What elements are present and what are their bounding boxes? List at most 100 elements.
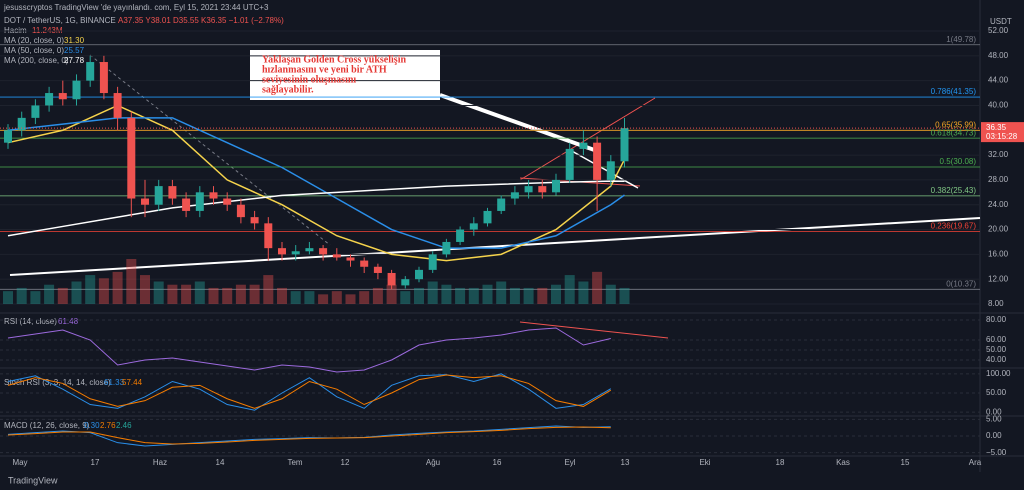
volume-bar — [372, 287, 383, 304]
macd-label: MACD (12, 26, close, 9) — [4, 421, 90, 430]
volume-bar — [277, 287, 287, 304]
annotation-text: hızlanmasını ve yeni bir ATH — [262, 64, 387, 75]
volume-bar — [16, 287, 27, 304]
candle-body — [456, 229, 465, 242]
volume-bar — [345, 294, 356, 304]
x-tick-label: 15 — [901, 458, 910, 467]
volume-bar — [98, 278, 109, 304]
candle-body — [428, 254, 437, 270]
y-tick-label: 0.00 — [986, 407, 1002, 416]
volume-bar — [537, 287, 548, 304]
volume-bar — [57, 287, 68, 304]
fib-label: 0.236(19.67) — [931, 222, 977, 231]
volume-bar — [386, 284, 397, 304]
y-tick-label: 28.00 — [988, 175, 1009, 184]
last-price-box — [981, 122, 1024, 143]
ma-legend-label: MA (50, close, 0) — [4, 46, 64, 55]
ma-legend-value: 25.57 — [64, 46, 85, 55]
candle-body — [223, 198, 232, 205]
ma-legend-value: 31.30 — [64, 36, 85, 45]
candle-body — [579, 142, 588, 149]
candle-body — [250, 217, 259, 224]
volume-bar — [455, 287, 466, 304]
y-tick-label: 52.00 — [988, 26, 1009, 35]
y-tick-label: 80.00 — [986, 315, 1007, 324]
candle-body — [332, 254, 341, 258]
candle-body — [99, 62, 108, 94]
x-tick-label: 18 — [776, 458, 785, 467]
y-tick-label: −5.00 — [986, 448, 1007, 457]
candle-body — [182, 198, 191, 211]
publisher: jesusscryptos TradingView 'de yayınlandı… — [3, 3, 269, 12]
macd-line — [7, 426, 611, 445]
candle-body — [620, 128, 629, 162]
candle-body — [86, 62, 95, 81]
volume-bar — [400, 291, 411, 304]
y-tick-label: 50.00 — [986, 345, 1007, 354]
volume-bar — [249, 284, 260, 304]
volume-bar — [523, 287, 534, 304]
rsi-divergence — [519, 321, 669, 339]
rsi-label: RSI (14, close) — [4, 317, 57, 326]
macd-line — [7, 425, 611, 447]
candle-body — [195, 192, 204, 211]
y-tick-label: 16.00 — [988, 249, 1009, 258]
volume-bar — [578, 281, 589, 304]
volume-bar — [290, 291, 301, 304]
x-tick-label: 16 — [493, 458, 502, 467]
x-tick-label: Ağu — [426, 458, 440, 467]
fib-label: 1(49.78) — [946, 35, 976, 44]
volume-bar — [605, 284, 616, 304]
fib-label: 0.65(35.99) — [935, 120, 976, 129]
candle-body — [168, 186, 177, 199]
candle-body — [565, 148, 574, 180]
volume-bar — [441, 284, 452, 304]
volume-bar — [564, 275, 575, 304]
annotation-arrow — [439, 93, 601, 154]
candle-body — [236, 204, 245, 218]
y-tick-label: 20.00 — [988, 225, 1009, 234]
x-tick-label: 14 — [216, 458, 225, 467]
macd-value: 0.30 — [84, 421, 100, 430]
ma-legend-label: MA (20, close, 0) — [4, 36, 64, 45]
x-tick-label: Haz — [153, 458, 167, 467]
y-tick-label: 40.00 — [986, 355, 1007, 364]
candle-body — [552, 179, 560, 193]
annotation-text: seviyesinin oluşmasını — [262, 74, 356, 85]
candle-body — [387, 272, 396, 286]
macd-hist: 2.46 — [116, 421, 132, 430]
trend-line — [569, 149, 639, 189]
volume-bar — [208, 287, 219, 304]
candle-body — [346, 257, 355, 261]
currency: USDT — [990, 17, 1012, 26]
y-tick-label: 44.00 — [988, 76, 1009, 85]
candle-body — [442, 241, 451, 255]
fib-label: 0.786(41.35) — [931, 87, 977, 96]
candle-body — [415, 269, 423, 280]
candle-body — [113, 93, 122, 118]
candle-body — [58, 93, 67, 100]
volume-bar — [304, 291, 315, 304]
ma-legend-value: 27.78 — [64, 56, 85, 65]
volume-bar — [85, 275, 96, 304]
volume-bar — [592, 271, 603, 304]
volume-bar — [359, 291, 370, 304]
annotation-text: sağlayabilir. — [262, 84, 314, 95]
volume-bar — [140, 275, 150, 304]
candle-body — [360, 260, 369, 267]
stoch-line — [7, 374, 612, 409]
candle-body — [593, 142, 602, 180]
candle-body — [45, 93, 54, 106]
candle-body — [278, 248, 286, 255]
candle-body — [17, 117, 26, 131]
candle-body — [154, 186, 163, 205]
candle-body — [401, 279, 410, 286]
macd-signal: 2.76 — [100, 421, 116, 430]
fib-label: 0(10.37) — [946, 279, 976, 288]
volume-bar — [496, 281, 507, 304]
fib-label: 0.5(30.08) — [940, 157, 977, 166]
candle-body — [141, 198, 149, 205]
volume-bar — [509, 287, 520, 304]
stoch-k: 61.33 — [104, 378, 125, 387]
